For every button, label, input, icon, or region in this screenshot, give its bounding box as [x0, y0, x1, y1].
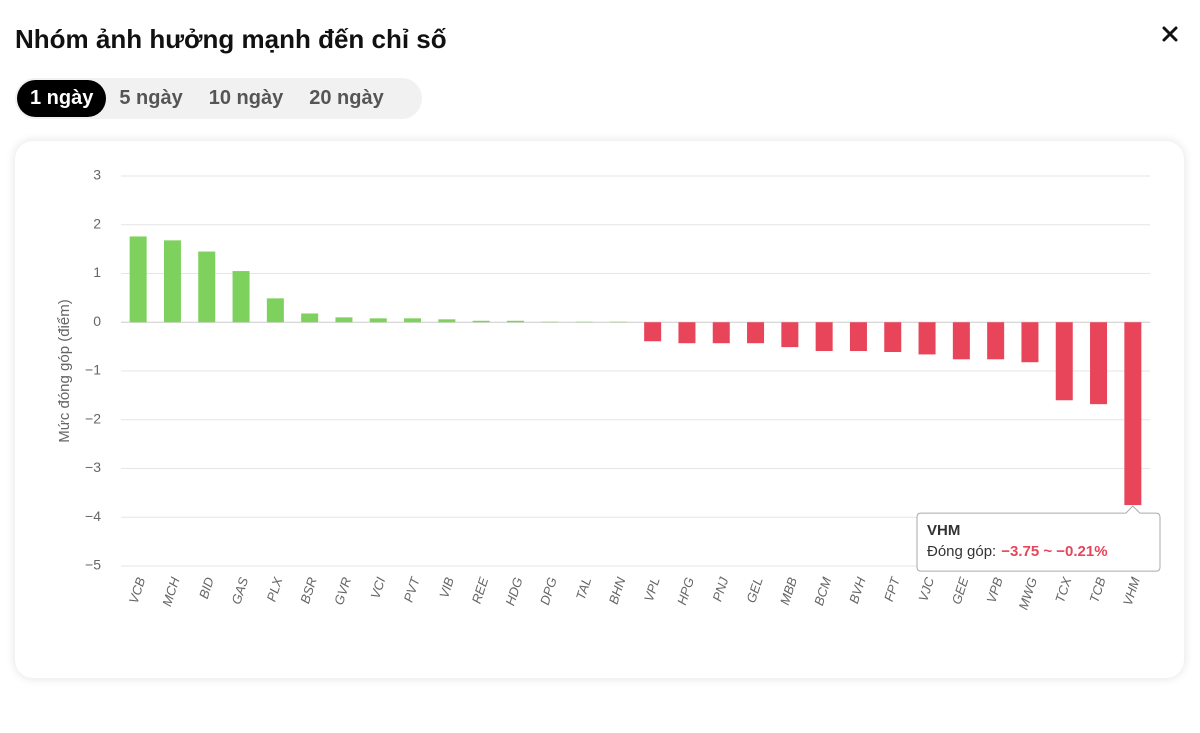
- x-tick-label: VHM: [1120, 575, 1143, 607]
- bar: [815, 322, 833, 352]
- bar: [849, 322, 867, 352]
- x-tick-label: REE: [469, 575, 492, 605]
- period-tab[interactable]: 1 ngày: [17, 80, 107, 117]
- x-tick-label: VJC: [915, 575, 937, 604]
- x-tick-label: BHN: [606, 575, 629, 606]
- x-tick-label: VPB: [983, 575, 1005, 605]
- x-tick-label: BSR: [297, 575, 320, 605]
- bar: [1021, 322, 1039, 363]
- x-tick-label: TAL: [573, 575, 594, 601]
- tooltip-value: −3.75 ~ −0.21%: [1001, 543, 1107, 560]
- x-tick-label: BID: [196, 575, 217, 600]
- close-button[interactable]: [1160, 24, 1180, 44]
- period-tab[interactable]: 10 ngày: [208, 87, 284, 109]
- bar: [712, 322, 730, 344]
- x-tick-label: DPG: [537, 575, 560, 606]
- x-tick-label: TCX: [1052, 574, 1075, 605]
- x-tick-label: VCI: [367, 575, 388, 601]
- x-tick-label: HPG: [674, 575, 697, 606]
- bar: [884, 322, 902, 352]
- y-tick-label: 1: [93, 264, 101, 280]
- x-tick-label: FPT: [881, 574, 903, 603]
- x-tick-label: MCH: [159, 575, 183, 608]
- tooltip-box: [916, 505, 1161, 572]
- bar: [506, 320, 524, 323]
- bar: [266, 298, 284, 323]
- bar: [1090, 322, 1108, 405]
- dialog-title: Nhóm ảnh hưởng mạnh đến chỉ số: [15, 24, 447, 54]
- bar: [301, 313, 319, 323]
- bar: [472, 320, 490, 323]
- bar: [952, 322, 970, 360]
- tooltip: VHM Đóng góp: −3.75 ~ −0.21%: [916, 505, 1161, 572]
- bar: [644, 322, 662, 342]
- y-tick-label: 0: [93, 313, 101, 329]
- bar: [781, 322, 799, 348]
- y-tick-label: −4: [85, 508, 101, 524]
- x-tick-label: PVT: [401, 574, 423, 604]
- x-tick-label: MBB: [777, 575, 800, 607]
- x-tick-label: BCM: [811, 575, 834, 607]
- y-tick-label: −3: [85, 459, 101, 475]
- x-tick-label: GAS: [228, 575, 251, 606]
- y-tick-label: −1: [85, 362, 101, 378]
- x-tick-label: VIB: [436, 575, 457, 600]
- period-tabs: 1 ngày 5 ngày 10 ngày 20 ngày: [15, 78, 422, 119]
- y-tick-label: −5: [85, 557, 101, 573]
- tooltip-category: VHM: [927, 522, 960, 539]
- bar: [335, 317, 353, 323]
- y-tick-label: 3: [93, 167, 101, 183]
- bar: [1055, 322, 1073, 401]
- bar: [918, 322, 936, 355]
- y-tick-label: 2: [93, 215, 101, 231]
- bar: [198, 251, 216, 323]
- x-tick-label: GVR: [331, 575, 354, 606]
- x-tick-label: HDG: [502, 575, 525, 607]
- bar: [232, 271, 250, 323]
- bar: [129, 236, 147, 323]
- x-tick-label: BVH: [846, 575, 869, 606]
- x-tick-label: PLX: [264, 574, 286, 603]
- period-tab[interactable]: 20 ngày: [309, 87, 384, 109]
- x-tick-label: MWG: [1016, 575, 1041, 611]
- tooltip-label: Đóng góp:: [927, 543, 996, 560]
- x-tick-label: GEL: [743, 575, 765, 604]
- bar: [747, 322, 765, 344]
- x-tick-label: VCB: [126, 575, 149, 605]
- bar: [1124, 322, 1142, 506]
- x-tick-label: GEE: [949, 575, 972, 606]
- bar: [163, 240, 181, 323]
- y-tick-label: −2: [85, 410, 101, 426]
- bar: [678, 322, 696, 344]
- chart-card: [15, 141, 1184, 678]
- bar: [438, 319, 456, 323]
- bar: [404, 318, 422, 323]
- y-axis-label: Mức đóng góp (điểm): [56, 299, 73, 442]
- x-tick-label: TCB: [1086, 575, 1108, 605]
- bar: [369, 318, 387, 323]
- tooltip-row: Đóng góp: −3.75 ~ −0.21%: [927, 543, 1108, 560]
- period-tab[interactable]: 5 ngày: [119, 87, 183, 109]
- bar: [987, 322, 1005, 360]
- x-tick-label: VPL: [641, 575, 663, 603]
- x-tick-label: PNJ: [710, 575, 732, 603]
